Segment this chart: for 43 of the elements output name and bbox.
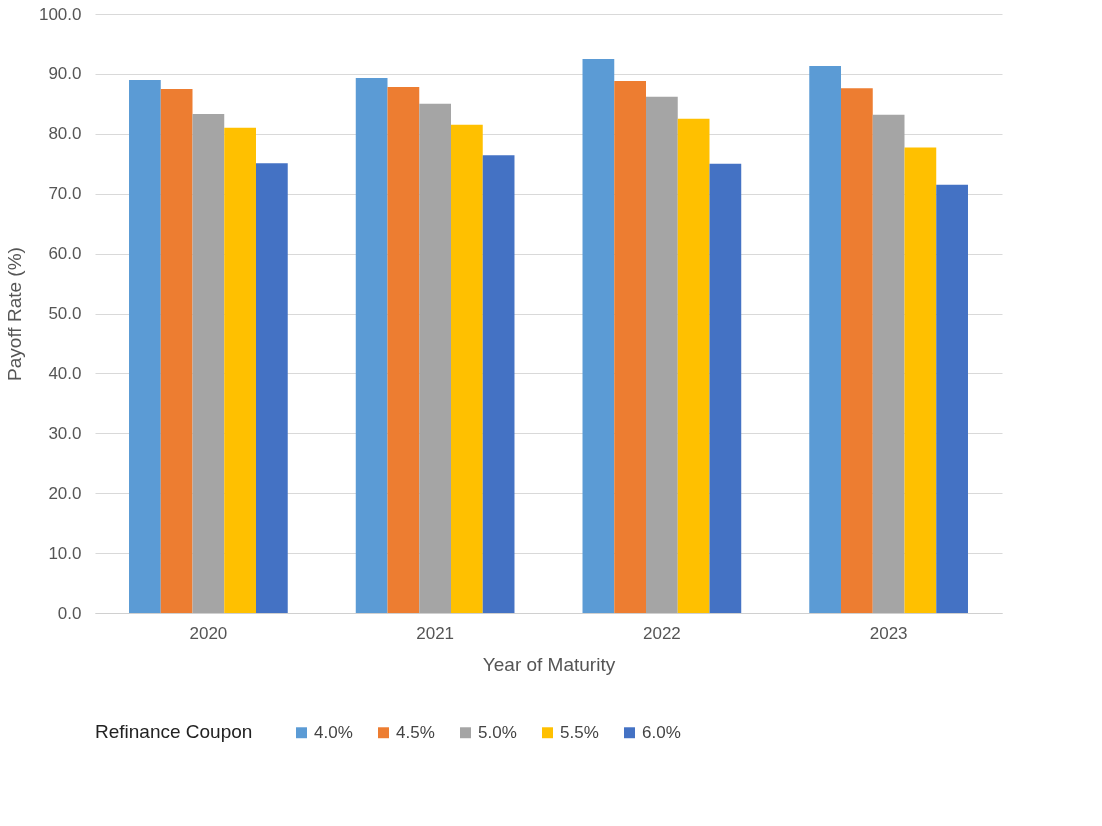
bar [419,103,451,613]
bar [582,58,615,613]
bar [872,114,905,613]
y-tick-label: 40.0 [48,363,82,383]
y-tick-label: 70.0 [48,184,82,204]
bar [809,66,842,613]
x-tick-label: 2020 [189,623,228,643]
y-tick-label: 80.0 [48,124,82,144]
bar [936,184,968,613]
x-tick-label: 2023 [869,623,908,643]
bar [482,155,515,613]
y-axis-title: Payoff Rate (%) [3,247,25,381]
bar [904,147,937,613]
bar [255,163,288,613]
legend-label: 5.5% [560,722,599,742]
bar [129,79,161,613]
x-axis-title: Year of Maturity [482,653,616,675]
bar [387,87,420,613]
bar [677,118,710,613]
bar [709,163,742,613]
y-tick-label: 30.0 [48,423,82,443]
legend-title: Refinance Coupon [95,721,253,742]
bar [451,124,483,613]
y-tick-label: 10.0 [48,543,82,563]
legend-label: 4.0% [314,722,353,742]
bar [841,88,873,613]
bar [192,114,225,613]
bar [355,78,388,613]
legend-label: 6.0% [642,722,681,742]
y-tick-label: 90.0 [48,64,82,84]
legend-label: 5.0% [478,722,517,742]
bar [160,88,193,613]
y-tick-label: 60.0 [48,244,82,264]
bar [614,81,646,613]
x-tick-label: 2021 [416,623,455,643]
legend-label: 4.5% [396,722,435,742]
y-tick-label: 50.0 [48,304,82,323]
y-tick-label: 0.0 [57,603,82,623]
bar [224,127,256,613]
y-tick-label: 100.0 [38,4,82,24]
x-tick-label: 2022 [642,623,681,643]
bar [646,96,678,613]
y-tick-label: 20.0 [48,483,82,503]
